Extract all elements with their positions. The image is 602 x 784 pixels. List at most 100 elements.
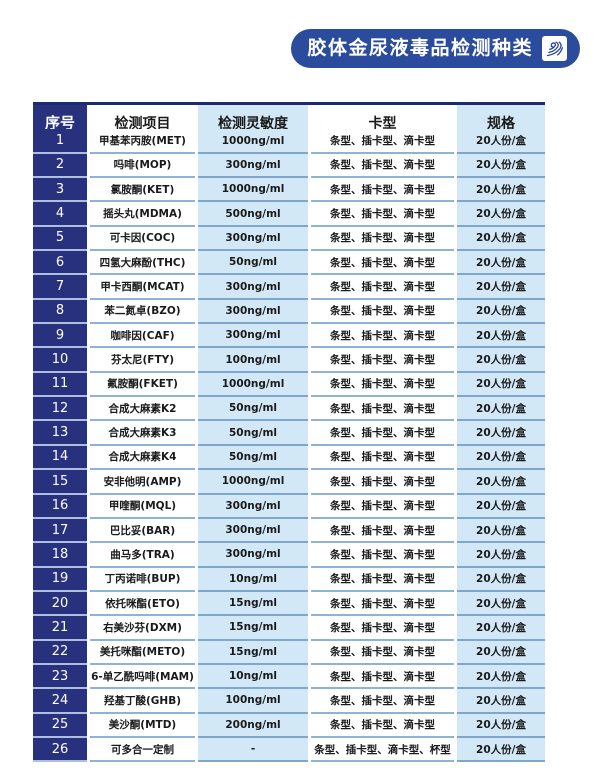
- row-22-spec: 20人份/盒: [457, 640, 545, 665]
- row-22-card: 条型、插卡型、滴卡型: [311, 640, 454, 665]
- row-1-spec: 20人份/盒: [457, 129, 545, 154]
- row-14-item: 合成大麻素K4: [90, 445, 195, 471]
- row-23-item: 6-单乙酰吗啡(MAM): [90, 664, 195, 690]
- row-9-no: 9: [33, 324, 87, 349]
- row-12-spec: 20人份/盒: [457, 397, 545, 422]
- row-13-no: 13: [33, 421, 87, 446]
- row-25-sensitivity: 200ng/ml: [198, 713, 308, 738]
- row-3-item: 氯胺酮(KET): [90, 178, 195, 203]
- row-10-item: 芬太尼(FTY): [90, 348, 195, 373]
- row-23-no: 23: [33, 664, 87, 690]
- row-11-card: 条型、插卡型、滴卡型: [311, 372, 454, 398]
- row-21-sensitivity: 15ng/ml: [198, 616, 308, 641]
- row-19-no: 19: [33, 567, 87, 592]
- row-6-no: 6: [33, 251, 87, 276]
- row-18-card: 条型、插卡型、滴卡型: [311, 543, 454, 568]
- row-1-no: 1: [33, 129, 87, 154]
- row-19-sensitivity: 10ng/ml: [198, 567, 308, 592]
- fingerprint-icon: [542, 36, 567, 61]
- row-7-spec: 20人份/盒: [457, 275, 545, 300]
- row-24-spec: 20人份/盒: [457, 689, 545, 714]
- row-3-sensitivity: 1000ng/ml: [198, 178, 308, 203]
- row-13-sensitivity: 50ng/ml: [198, 421, 308, 446]
- row-21-card: 条型、插卡型、滴卡型: [311, 616, 454, 641]
- row-2-sensitivity: 300ng/ml: [198, 153, 308, 179]
- row-2-no: 2: [33, 153, 87, 179]
- row-7-card: 条型、插卡型、滴卡型: [311, 275, 454, 300]
- row-24-no: 24: [33, 689, 87, 714]
- row-15-sensitivity: 1000ng/ml: [198, 470, 308, 495]
- row-18-sensitivity: 300ng/ml: [198, 543, 308, 568]
- page-title: 胶体金尿液毒品检测种类: [307, 37, 533, 59]
- row-23-spec: 20人份/盒: [457, 664, 545, 690]
- row-10-sensitivity: 100ng/ml: [198, 348, 308, 373]
- row-3-card: 条型、插卡型、滴卡型: [311, 178, 454, 203]
- row-21-item: 右美沙芬(DXM): [90, 616, 195, 641]
- row-8-item: 苯二氮卓(BZO): [90, 299, 195, 325]
- row-16-no: 16: [33, 494, 87, 519]
- row-20-no: 20: [33, 591, 87, 617]
- row-8-no: 8: [33, 299, 87, 325]
- row-12-item: 合成大麻素K2: [90, 397, 195, 422]
- row-14-no: 14: [33, 445, 87, 471]
- row-5-sensitivity: 300ng/ml: [198, 226, 308, 252]
- row-15-item: 安非他明(AMP): [90, 470, 195, 495]
- row-1-item: 甲基苯丙胺(MET): [90, 129, 195, 154]
- row-19-spec: 20人份/盒: [457, 567, 545, 592]
- row-13-card: 条型、插卡型、滴卡型: [311, 421, 454, 446]
- row-7-item: 甲卡西酮(MCAT): [90, 275, 195, 300]
- row-20-item: 依托咪酯(ETO): [90, 591, 195, 617]
- row-6-sensitivity: 50ng/ml: [198, 251, 308, 276]
- row-17-sensitivity: 300ng/ml: [198, 518, 308, 544]
- row-10-spec: 20人份/盒: [457, 348, 545, 373]
- row-18-no: 18: [33, 543, 87, 568]
- row-14-sensitivity: 50ng/ml: [198, 445, 308, 471]
- row-23-card: 条型、插卡型、滴卡型: [311, 664, 454, 690]
- row-6-spec: 20人份/盒: [457, 251, 545, 276]
- row-10-card: 条型、插卡型、滴卡型: [311, 348, 454, 373]
- row-11-sensitivity: 1000ng/ml: [198, 372, 308, 398]
- row-11-item: 氟胺酮(FKET): [90, 372, 195, 398]
- row-16-sensitivity: 300ng/ml: [198, 494, 308, 519]
- row-8-card: 条型、插卡型、滴卡型: [311, 299, 454, 325]
- row-24-item: 羟基丁酸(GHB): [90, 689, 195, 714]
- row-12-card: 条型、插卡型、滴卡型: [311, 397, 454, 422]
- row-18-item: 曲马多(TRA): [90, 543, 195, 568]
- page-title-banner: 胶体金尿液毒品检测种类: [291, 29, 580, 68]
- row-7-sensitivity: 300ng/ml: [198, 275, 308, 300]
- row-16-item: 甲喹酮(MQL): [90, 494, 195, 519]
- row-21-spec: 20人份/盒: [457, 616, 545, 641]
- row-1-sensitivity: 1000ng/ml: [198, 129, 308, 154]
- row-26-item: 可多合一定制: [90, 737, 195, 763]
- row-2-spec: 20人份/盒: [457, 153, 545, 179]
- row-18-spec: 20人份/盒: [457, 543, 545, 568]
- row-13-item: 合成大麻素K3: [90, 421, 195, 446]
- row-5-item: 可卡因(COC): [90, 226, 195, 252]
- detection-table: 序号 检测项目 检测灵敏度 卡型 规格 1 甲基苯丙胺(MET) 1000ng/ml…: [33, 102, 545, 763]
- row-26-spec: 20人份/盒: [457, 737, 545, 763]
- row-8-sensitivity: 300ng/ml: [198, 299, 308, 325]
- row-14-card: 条型、插卡型、滴卡型: [311, 445, 454, 471]
- row-14-spec: 20人份/盒: [457, 445, 545, 471]
- row-17-item: 巴比妥(BAR): [90, 518, 195, 544]
- row-23-sensitivity: 10ng/ml: [198, 664, 308, 690]
- row-4-card: 条型、插卡型、滴卡型: [311, 202, 454, 227]
- row-4-spec: 20人份/盒: [457, 202, 545, 227]
- row-6-item: 四氢大麻酚(THC): [90, 251, 195, 276]
- row-13-spec: 20人份/盒: [457, 421, 545, 446]
- row-25-card: 条型、插卡型、滴卡型: [311, 713, 454, 738]
- row-26-card: 条型、插卡型、滴卡型、杯型: [311, 737, 454, 763]
- row-25-item: 美沙酮(MTD): [90, 713, 195, 738]
- row-22-sensitivity: 15ng/ml: [198, 640, 308, 665]
- row-16-spec: 20人份/盒: [457, 494, 545, 519]
- row-7-no: 7: [33, 275, 87, 300]
- row-9-spec: 20人份/盒: [457, 324, 545, 349]
- row-26-sensitivity: -: [198, 737, 308, 763]
- row-11-no: 11: [33, 372, 87, 398]
- row-25-no: 25: [33, 713, 87, 738]
- row-19-item: 丁丙诺啡(BUP): [90, 567, 195, 592]
- row-25-spec: 20人份/盒: [457, 713, 545, 738]
- row-3-no: 3: [33, 178, 87, 203]
- row-9-item: 咖啡因(CAF): [90, 324, 195, 349]
- row-15-no: 15: [33, 470, 87, 495]
